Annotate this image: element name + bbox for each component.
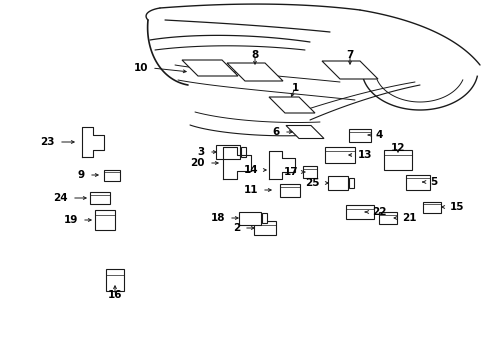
- Bar: [216, 145, 240, 159]
- Text: 11: 11: [243, 185, 258, 195]
- Polygon shape: [321, 61, 377, 79]
- Text: 16: 16: [107, 290, 122, 300]
- Text: 15: 15: [449, 202, 464, 212]
- Bar: [383, 150, 411, 170]
- Bar: [239, 212, 261, 225]
- Text: 19: 19: [63, 215, 78, 225]
- Text: 9: 9: [78, 170, 85, 180]
- Text: 7: 7: [346, 50, 353, 60]
- Text: 17: 17: [283, 167, 297, 177]
- Bar: [261, 213, 266, 222]
- Bar: [378, 212, 396, 224]
- Bar: [325, 147, 354, 163]
- Polygon shape: [268, 97, 314, 113]
- Bar: [240, 147, 245, 157]
- Bar: [253, 221, 275, 235]
- Polygon shape: [182, 60, 238, 76]
- Bar: [280, 184, 299, 197]
- Text: 4: 4: [374, 130, 382, 140]
- Text: 20: 20: [190, 158, 204, 168]
- Bar: [106, 269, 124, 291]
- Text: 1: 1: [291, 83, 298, 93]
- Text: 3: 3: [197, 147, 204, 157]
- Bar: [303, 166, 316, 178]
- Text: 25: 25: [305, 178, 319, 188]
- Text: 6: 6: [272, 127, 280, 137]
- Text: 23: 23: [41, 137, 55, 147]
- Text: 12: 12: [390, 143, 405, 153]
- Bar: [104, 170, 120, 180]
- Text: 10: 10: [133, 63, 148, 73]
- Bar: [422, 202, 440, 212]
- Text: 21: 21: [401, 213, 416, 223]
- Polygon shape: [285, 126, 324, 139]
- Text: 5: 5: [429, 177, 436, 187]
- Bar: [405, 175, 429, 189]
- Bar: [95, 210, 115, 230]
- Text: 14: 14: [243, 165, 258, 175]
- Text: 2: 2: [232, 223, 240, 233]
- Bar: [346, 205, 373, 219]
- Polygon shape: [226, 63, 283, 81]
- Text: 18: 18: [210, 213, 224, 223]
- Bar: [90, 192, 110, 204]
- Text: 22: 22: [371, 207, 386, 217]
- Bar: [327, 176, 347, 190]
- Text: 13: 13: [357, 150, 372, 160]
- Text: 8: 8: [251, 50, 258, 60]
- Text: 24: 24: [53, 193, 68, 203]
- Bar: [348, 129, 370, 141]
- Bar: [348, 178, 353, 188]
